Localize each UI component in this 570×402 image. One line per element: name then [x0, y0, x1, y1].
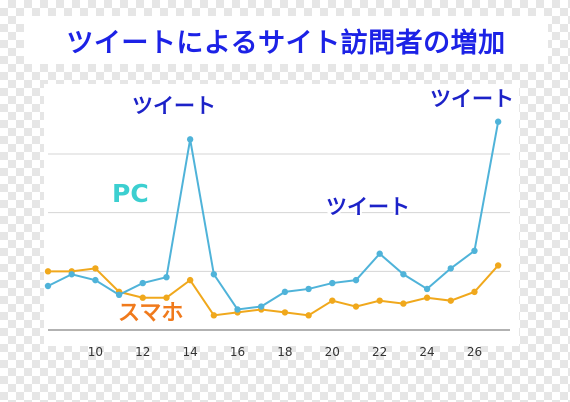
- chart-title: ツイートによるサイト訪問者の増加: [66, 27, 506, 59]
- series-label-smartphone: スマホ: [118, 301, 183, 326]
- series-line: [47, 121, 500, 311]
- data-point: [163, 274, 170, 281]
- data-point: [234, 306, 241, 313]
- data-point: [281, 288, 289, 296]
- data-point: [258, 303, 265, 310]
- x-tick-label: 10: [88, 345, 103, 359]
- data-point: [494, 262, 502, 269]
- data-point: [210, 312, 218, 319]
- data-point: [471, 288, 478, 296]
- data-point: [44, 282, 52, 290]
- data-point: [92, 265, 99, 272]
- tweet-annotation: ツイート: [326, 195, 410, 219]
- x-tick-label: 18: [277, 345, 292, 359]
- x-tick-label: 20: [325, 345, 340, 359]
- data-point: [281, 309, 289, 316]
- data-point: [139, 279, 146, 287]
- data-point: [139, 294, 146, 301]
- data-point: [186, 276, 194, 284]
- data-point: [423, 294, 431, 301]
- data-point: [494, 118, 502, 125]
- data-point: [376, 250, 383, 257]
- data-point: [400, 271, 407, 278]
- x-tick-label: 12: [135, 345, 150, 359]
- title-banner: ツイートによるサイト訪問者の増加: [24, 16, 548, 64]
- data-point: [305, 285, 312, 293]
- x-tick-label: 16: [230, 345, 245, 359]
- x-tick-label: 22: [372, 345, 387, 359]
- plot-area: [44, 84, 519, 346]
- tweet-annotation: ツイート: [430, 87, 514, 111]
- data-point: [423, 285, 431, 293]
- data-point: [305, 312, 312, 319]
- x-tick-label: 14: [183, 345, 198, 359]
- data-point: [447, 297, 454, 304]
- data-point: [210, 271, 218, 278]
- series-label-pc: PC: [112, 179, 149, 208]
- data-point: [376, 297, 383, 304]
- data-point: [329, 297, 336, 304]
- data-point: [44, 268, 52, 275]
- data-point: [352, 303, 360, 310]
- data-point: [352, 276, 360, 284]
- data-point: [68, 271, 75, 278]
- data-point: [329, 279, 336, 287]
- data-point: [92, 276, 99, 284]
- data-point: [115, 291, 123, 298]
- data-point: [186, 136, 194, 143]
- data-point: [447, 265, 454, 272]
- x-tick-label: 24: [419, 345, 434, 359]
- data-point: [400, 300, 407, 307]
- data-point: [163, 294, 170, 301]
- data-point: [471, 247, 478, 254]
- x-tick-label: 26: [467, 345, 482, 359]
- tweet-annotation: ツイート: [132, 94, 216, 118]
